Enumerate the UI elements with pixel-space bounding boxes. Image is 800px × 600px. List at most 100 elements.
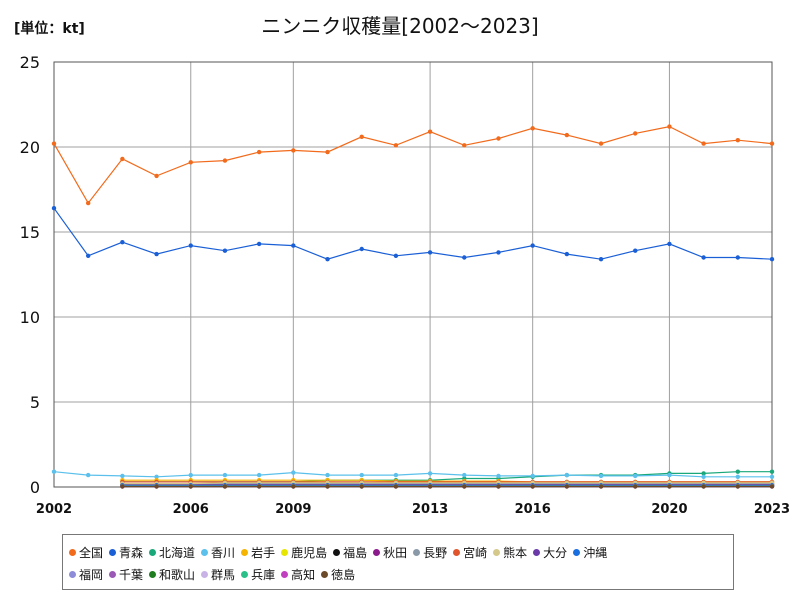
legend-label: 福岡 — [79, 567, 104, 582]
legend-label: 岩手 — [251, 545, 276, 560]
data-point — [496, 484, 501, 489]
legend-marker — [413, 548, 421, 556]
x-tick-label: 2020 — [651, 502, 687, 517]
data-point — [667, 124, 672, 129]
legend-marker — [241, 548, 249, 556]
series-20 — [120, 484, 775, 489]
data-point — [154, 474, 159, 479]
data-point — [222, 158, 228, 163]
series-line — [53, 125, 773, 205]
chart-title: ニンニク収穫量[2002～2023] — [261, 14, 539, 38]
data-point — [291, 243, 296, 248]
legend-item: 高知 — [281, 566, 315, 583]
data-point — [530, 243, 535, 248]
data-point — [359, 484, 364, 489]
data-point — [769, 257, 775, 262]
legend: 全国 青森 北海道 香川 岩手 鹿児島 福島 秋田 長野 宮崎 熊本 大分 沖縄 福岡 千葉 和歌山 群馬 兵庫… — [62, 534, 734, 590]
legend-label: 和歌山 — [159, 567, 196, 582]
legend-marker — [453, 548, 461, 556]
legend-item: 香川 — [201, 544, 235, 561]
legend-item: 大分 — [533, 544, 567, 561]
data-point — [51, 206, 57, 211]
legend-marker — [281, 570, 289, 578]
legend-item: 千葉 — [109, 566, 143, 583]
data-point — [462, 472, 467, 478]
axes: 0 5 10 15 20 25 2002 2006 2009 2013 2016 2020 2023 — [20, 53, 790, 517]
data-point — [222, 484, 228, 489]
data-point — [633, 473, 638, 479]
series-line — [53, 471, 772, 478]
data-point — [291, 148, 296, 153]
data-point — [120, 156, 125, 162]
series-lines — [51, 124, 775, 489]
data-point — [496, 250, 501, 255]
data-point — [120, 484, 125, 489]
data-point — [701, 141, 706, 146]
data-point — [393, 484, 399, 489]
legend-item: 徳島 — [321, 566, 355, 583]
grid — [53, 61, 773, 488]
legend-row: 全国 青森 北海道 香川 岩手 鹿児島 福島 秋田 長野 宮崎 熊本 大分 沖縄 — [69, 541, 727, 563]
legend-item: 秋田 — [373, 544, 407, 561]
data-point — [735, 484, 741, 489]
legend-label: 秋田 — [383, 545, 408, 560]
legend-item: 青森 — [109, 544, 143, 561]
data-point — [51, 141, 57, 146]
data-point — [427, 471, 433, 476]
data-point — [701, 471, 706, 476]
legend-marker — [201, 570, 209, 578]
x-tick-label: 2006 — [173, 502, 209, 517]
legend-item: 北海道 — [149, 544, 195, 561]
legend-row: 福岡 千葉 和歌山 群馬 兵庫 高知 徳島 — [69, 563, 727, 585]
legend-label: 大分 — [543, 545, 568, 560]
data-point — [188, 160, 193, 165]
legend-label: 沖縄 — [583, 545, 608, 560]
legend-label: 福島 — [343, 545, 368, 560]
data-point — [256, 149, 262, 155]
unit-label: [単位：kt] — [14, 21, 85, 37]
legend-label: 青森 — [119, 545, 144, 560]
legend-label: 鹿児島 — [291, 545, 328, 560]
legend-item: 福島 — [333, 544, 367, 561]
legend-marker — [333, 548, 341, 556]
data-point — [701, 255, 706, 260]
x-tick-label: 2013 — [412, 502, 448, 517]
legend-marker — [69, 570, 76, 578]
data-point — [633, 484, 638, 489]
series-1 — [51, 124, 775, 206]
data-point — [530, 473, 535, 479]
data-point — [188, 243, 193, 248]
series-line — [53, 207, 773, 260]
legend-marker — [201, 548, 209, 556]
y-tick-label: 20 — [20, 138, 40, 157]
data-point — [564, 251, 570, 257]
legend-item: 岩手 — [241, 544, 275, 561]
data-point — [496, 473, 501, 479]
legend-label: 兵庫 — [251, 567, 276, 582]
legend-label: 千葉 — [119, 567, 144, 582]
legend-label: 全国 — [79, 545, 104, 560]
data-point — [530, 126, 535, 131]
legend-item: 福岡 — [69, 566, 103, 583]
data-point — [735, 474, 741, 479]
legend-label: 群馬 — [211, 567, 236, 582]
data-point — [427, 129, 433, 134]
legend-item: 沖縄 — [573, 544, 607, 561]
data-point — [256, 484, 262, 489]
x-tick-label: 2016 — [515, 502, 551, 517]
legend-item: 和歌山 — [149, 566, 195, 583]
data-point — [462, 484, 467, 489]
data-point — [496, 136, 501, 141]
data-point — [222, 472, 228, 478]
data-point — [633, 131, 638, 136]
legend-marker — [573, 548, 581, 556]
data-point — [256, 472, 262, 478]
data-point — [667, 472, 672, 478]
legend-label: 長野 — [423, 545, 448, 560]
data-point — [85, 200, 91, 206]
series-2 — [51, 206, 775, 262]
series-4 — [51, 469, 775, 479]
data-point — [154, 173, 159, 179]
legend-item: 兵庫 — [241, 566, 275, 583]
x-tick-label: 2002 — [36, 502, 72, 517]
